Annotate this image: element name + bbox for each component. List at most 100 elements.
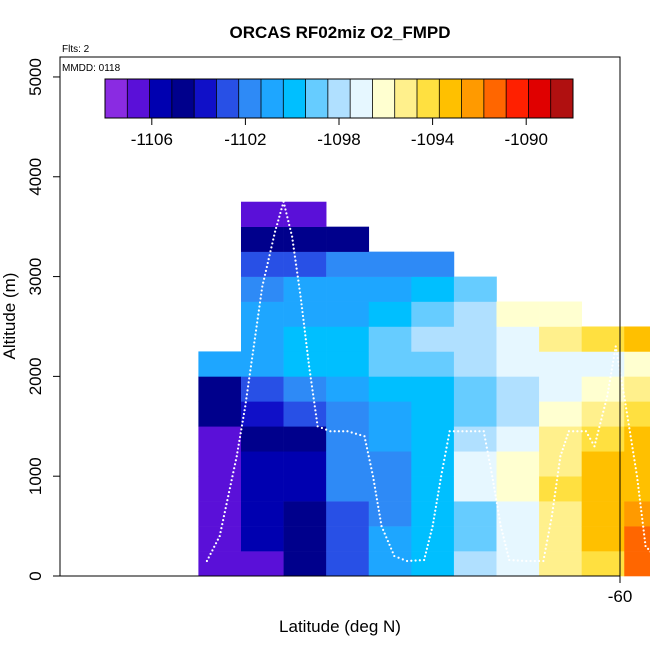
heatmap-cell: [240, 351, 284, 377]
flight-track-point: [628, 431, 632, 434]
flight-track-point: [544, 547, 547, 550]
x-tick-label: -60: [608, 587, 633, 606]
flight-track-point: [485, 446, 488, 449]
flight-track-point: [503, 540, 506, 543]
heatmap-cell: [496, 401, 540, 427]
flight-track-point: [429, 532, 432, 535]
flight-track-point: [377, 509, 380, 512]
flight-track-point: [256, 317, 259, 320]
flight-track-point: [428, 536, 431, 539]
flight-track-point: [589, 437, 592, 440]
heatmap-cell: [453, 276, 497, 302]
flight-track-point: [483, 434, 486, 437]
flight-track-point: [231, 475, 234, 478]
chart-title: ORCAS RF02miz O2_FMPD: [229, 23, 450, 42]
flight-track-point: [495, 501, 498, 505]
flight-track-point: [320, 426, 323, 430]
flight-track-point: [230, 479, 233, 482]
flight-track-point: [556, 475, 559, 478]
flight-track-point: [314, 413, 318, 416]
flight-track-point: [639, 506, 642, 509]
flight-track-point: [310, 385, 314, 388]
flight-track-point: [437, 490, 440, 493]
flight-track-point: [440, 475, 443, 478]
flight-track-point: [304, 334, 307, 337]
flight-track-point: [368, 459, 371, 462]
heatmap-cell: [453, 551, 497, 577]
flight-track-point: [622, 391, 625, 394]
flight-track-point: [494, 494, 497, 497]
flight-track-point: [496, 505, 499, 508]
flight-track-point: [278, 215, 281, 218]
flight-track-point: [418, 559, 421, 562]
flight-track-point: [257, 309, 260, 312]
flight-track-point: [608, 379, 611, 383]
heatmap-cell: [539, 301, 582, 327]
heatmap-cell: [496, 351, 540, 377]
flight-track-point: [635, 475, 639, 478]
flight-track-point: [365, 447, 369, 450]
heatmap-cell: [581, 326, 625, 352]
flight-track-point: [267, 258, 270, 261]
heatmap-cell: [453, 376, 497, 402]
flight-track-point: [469, 430, 473, 433]
flight-track-point: [370, 467, 373, 470]
flight-track-point: [602, 410, 605, 413]
flight-track-point: [533, 559, 536, 563]
flights-label: Flts: 2: [62, 44, 90, 55]
flight-track-point: [366, 451, 369, 454]
flight-track-point: [435, 501, 438, 505]
colorbar-swatch: [439, 79, 462, 118]
flight-track-point: [297, 279, 300, 282]
heatmap-cell: [368, 376, 412, 402]
flight-track-point: [431, 525, 434, 528]
heatmap-cell: [624, 501, 650, 527]
flight-track-point: [222, 515, 226, 518]
flight-track-point: [251, 353, 254, 356]
flight-track-point: [298, 291, 302, 294]
heatmap-cell: [240, 426, 284, 452]
heatmap-cell: [539, 426, 582, 452]
flight-track-point: [634, 463, 637, 466]
colorbar-swatch: [394, 79, 418, 118]
heatmap-cell: [198, 501, 242, 527]
flight-track-point: [297, 283, 300, 286]
flight-track-point: [593, 445, 596, 448]
heatmap-cell: [411, 476, 455, 502]
flight-track-point: [447, 434, 450, 437]
flight-track-point: [224, 507, 227, 510]
flight-track-point: [604, 402, 607, 406]
flight-track-point: [438, 482, 441, 485]
flight-track-point: [580, 430, 583, 433]
flight-track-point: [500, 528, 503, 531]
flight-track-point: [508, 558, 511, 562]
flight-track-point: [567, 430, 571, 433]
heatmap-cell: [496, 301, 540, 327]
heatmap-cell: [581, 451, 625, 477]
flight-track-point: [630, 439, 633, 442]
flight-track-point: [543, 551, 546, 554]
flight-track-point: [260, 293, 263, 296]
colorbar-tick-label: -1106: [131, 130, 173, 149]
flight-track-point: [441, 466, 444, 470]
heatmap-cell: [240, 226, 284, 252]
flight-track-point: [424, 551, 428, 554]
flight-track-point: [242, 416, 245, 419]
heatmap-cell: [283, 251, 327, 277]
flight-track-point: [234, 459, 237, 462]
flight-track-point: [263, 277, 266, 280]
flight-track-point: [439, 478, 442, 482]
flight-track-point: [388, 543, 391, 546]
flight-track-point: [591, 441, 594, 444]
flight-track-point: [242, 412, 246, 416]
flight-track-point: [555, 483, 558, 486]
heatmap-cell: [581, 426, 625, 452]
flight-track-point: [248, 377, 251, 380]
colorbar-swatch: [238, 79, 262, 118]
heatmap-cell: [411, 251, 455, 277]
flight-track-point: [329, 430, 332, 433]
flight-track-point: [371, 471, 374, 474]
heatmap-cell: [240, 201, 284, 227]
flight-track-point: [426, 543, 429, 547]
flight-track-point: [546, 539, 549, 542]
